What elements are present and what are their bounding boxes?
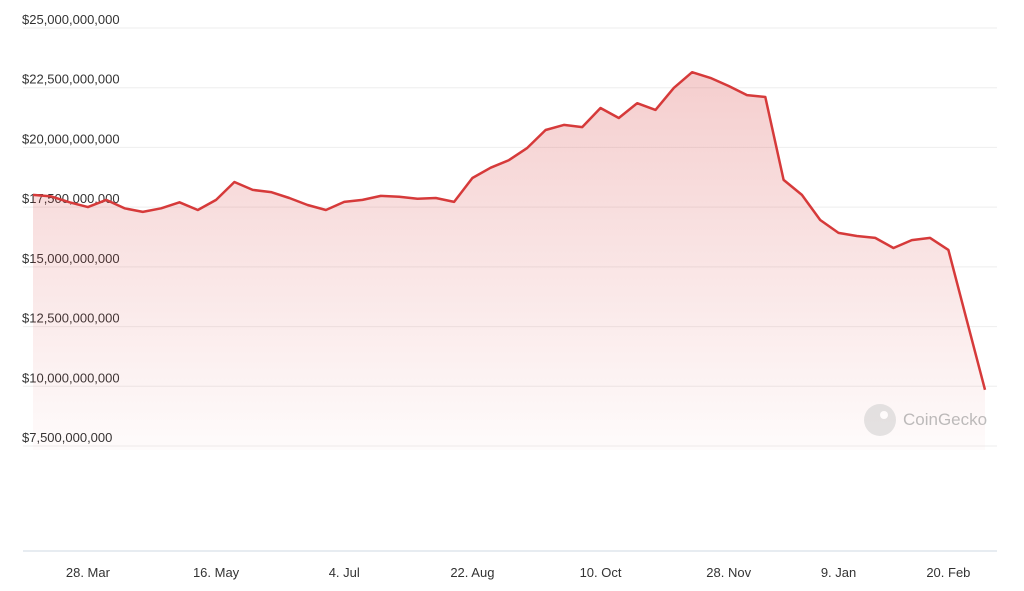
y-tick-label: $25,000,000,000 bbox=[22, 12, 120, 27]
x-tick-label: 4. Jul bbox=[329, 565, 360, 580]
x-tick-label: 28. Mar bbox=[66, 565, 111, 580]
watermark-text: CoinGecko bbox=[903, 410, 987, 429]
y-tick-label: $20,000,000,000 bbox=[22, 131, 120, 146]
x-tick-label: 20. Feb bbox=[926, 565, 970, 580]
watermark-logo-eye bbox=[880, 411, 888, 419]
x-tick-label: 16. May bbox=[193, 565, 240, 580]
y-tick-label: $22,500,000,000 bbox=[22, 72, 120, 87]
x-tick-label: 28. Nov bbox=[706, 565, 751, 580]
x-tick-label: 10. Oct bbox=[580, 565, 622, 580]
watermark: CoinGecko bbox=[864, 404, 987, 436]
x-tick-label: 22. Aug bbox=[450, 565, 494, 580]
watermark-logo bbox=[864, 404, 896, 436]
x-axis: 28. Mar 16. May 4. Jul 22. Aug 10. Oct 28. No… bbox=[66, 565, 971, 580]
line bbox=[32, 70, 987, 391]
area bbox=[33, 72, 985, 450]
plot bbox=[32, 70, 987, 450]
x-tick-label: 9. Jan bbox=[821, 565, 856, 580]
